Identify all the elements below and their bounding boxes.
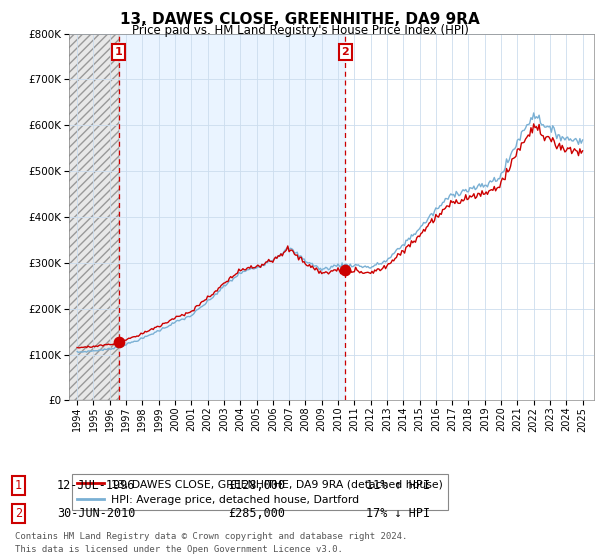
Text: £128,000: £128,000 xyxy=(228,479,285,492)
Bar xyxy=(69,34,119,400)
Text: 12-JUL-1996: 12-JUL-1996 xyxy=(57,479,136,492)
Point xyxy=(341,265,350,274)
Text: 1: 1 xyxy=(115,47,122,57)
Text: 11% ↑ HPI: 11% ↑ HPI xyxy=(366,479,430,492)
Text: £285,000: £285,000 xyxy=(228,507,285,520)
Text: 1: 1 xyxy=(15,479,22,492)
Text: 30-JUN-2010: 30-JUN-2010 xyxy=(57,507,136,520)
Text: 2: 2 xyxy=(15,507,22,520)
Text: 2: 2 xyxy=(341,47,349,57)
Text: Contains HM Land Registry data © Crown copyright and database right 2024.: Contains HM Land Registry data © Crown c… xyxy=(15,532,407,541)
Text: This data is licensed under the Open Government Licence v3.0.: This data is licensed under the Open Gov… xyxy=(15,545,343,554)
Text: 17% ↓ HPI: 17% ↓ HPI xyxy=(366,507,430,520)
Bar xyxy=(119,34,346,400)
Text: Price paid vs. HM Land Registry's House Price Index (HPI): Price paid vs. HM Land Registry's House … xyxy=(131,24,469,36)
Legend: 13, DAWES CLOSE, GREENHITHE, DA9 9RA (detached house), HPI: Average price, detac: 13, DAWES CLOSE, GREENHITHE, DA9 9RA (de… xyxy=(72,474,448,510)
Point xyxy=(114,337,124,346)
Bar xyxy=(69,34,119,400)
Text: 13, DAWES CLOSE, GREENHITHE, DA9 9RA: 13, DAWES CLOSE, GREENHITHE, DA9 9RA xyxy=(120,12,480,27)
